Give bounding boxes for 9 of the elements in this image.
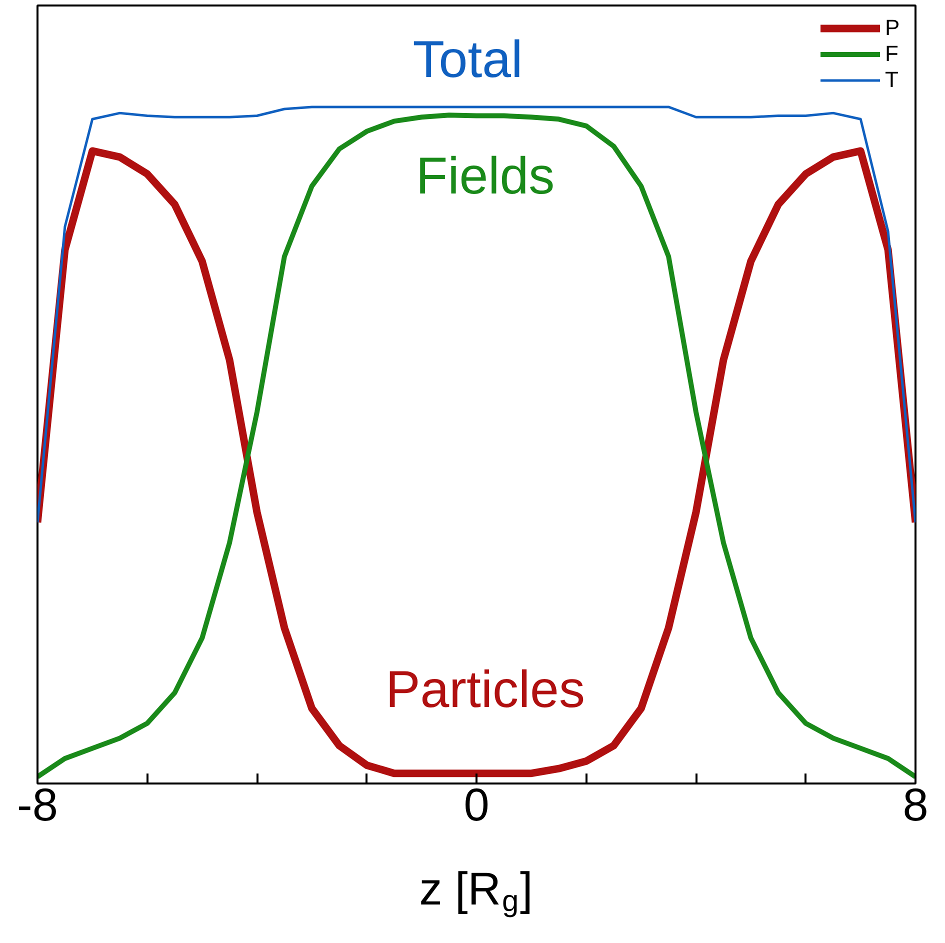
legend-label: F	[885, 41, 900, 67]
annotation: Particles	[386, 661, 585, 720]
x-tick-label: -8	[17, 778, 58, 830]
x-tick-label: 0	[464, 778, 490, 830]
legend-label: T	[885, 67, 900, 93]
annotation: Fields	[416, 148, 555, 206]
x-tick-label: 8	[902, 778, 928, 830]
text: Total	[412, 30, 523, 89]
legend-label: P	[885, 15, 901, 41]
